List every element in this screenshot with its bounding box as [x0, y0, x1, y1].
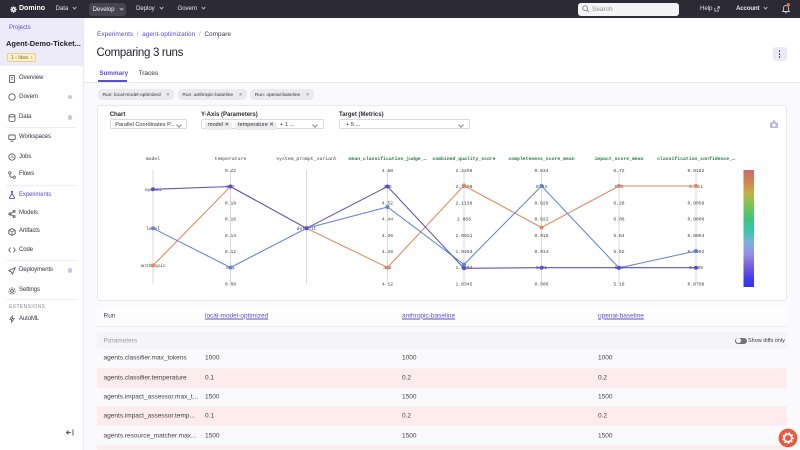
- svg-text:4.52: 4.52: [382, 200, 393, 206]
- svg-text:completeness_score_mean: completeness_score_mean: [508, 156, 574, 162]
- svg-text:mean_classification_judge_…: mean_classification_judge_…: [349, 156, 427, 162]
- svg-text:0.934: 0.934: [534, 168, 548, 174]
- svg-text:4.28: 4.28: [382, 249, 393, 255]
- svg-text:0.12: 0.12: [225, 249, 236, 255]
- svg-text:model: model: [146, 156, 161, 162]
- svg-text:4.12: 4.12: [382, 281, 393, 287]
- svg-text:2.2256: 2.2256: [456, 168, 473, 174]
- svg-text:2.1139: 2.1139: [456, 200, 473, 206]
- svg-text:0.926: 0.926: [534, 200, 548, 206]
- svg-text:combined_quality_score: combined_quality_score: [432, 156, 495, 162]
- svg-text:impact_score_mean: impact_score_mean: [595, 156, 644, 162]
- svg-text:0.8954: 0.8954: [688, 233, 705, 239]
- svg-text:temperature: temperature: [215, 156, 247, 162]
- svg-text:0.22: 0.22: [225, 168, 236, 174]
- svg-text:2.0021: 2.0021: [456, 233, 473, 239]
- svg-text:5.18: 5.18: [613, 281, 624, 287]
- svg-text:0.18: 0.18: [225, 200, 236, 206]
- svg-text:1.9463: 1.9463: [456, 249, 473, 255]
- svg-text:0.8798: 0.8798: [688, 281, 705, 287]
- svg-text:6.28: 6.28: [613, 200, 624, 206]
- svg-text:1.8345: 1.8345: [456, 281, 473, 287]
- svg-text:0.922: 0.922: [534, 216, 548, 222]
- svg-text:0.914: 0.914: [534, 249, 548, 255]
- svg-text:6.72: 6.72: [613, 168, 624, 174]
- svg-text:0.918: 0.918: [534, 233, 548, 239]
- svg-text:4.44: 4.44: [382, 216, 393, 222]
- svg-text:4.68: 4.68: [382, 168, 393, 174]
- svg-text:0.08: 0.08: [225, 281, 236, 287]
- svg-text:2.058: 2.058: [457, 216, 471, 222]
- svg-text:6.06: 6.06: [613, 216, 624, 222]
- svg-text:0.16: 0.16: [225, 216, 236, 222]
- svg-text:classification_confidence_…: classification_confidence_…: [657, 156, 735, 162]
- svg-text:0.14: 0.14: [225, 233, 236, 239]
- svg-text:4.36: 4.36: [382, 233, 393, 239]
- svg-text:system_prompt_variant: system_prompt_variant: [276, 156, 337, 162]
- svg-text:0.9006: 0.9006: [688, 216, 705, 222]
- svg-text:5.84: 5.84: [613, 233, 624, 239]
- svg-text:0.9058: 0.9058: [688, 200, 705, 206]
- svg-text:0.9162: 0.9162: [688, 168, 705, 174]
- svg-text:0.906: 0.906: [534, 281, 548, 287]
- svg-text:5.62: 5.62: [613, 249, 624, 255]
